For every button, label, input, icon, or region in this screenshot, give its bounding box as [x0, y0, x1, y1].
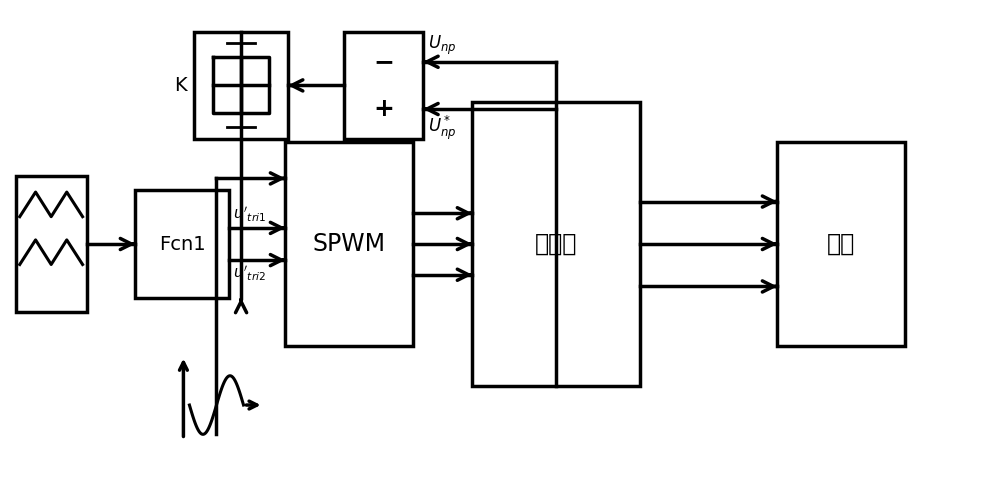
Text: 负载: 负载: [828, 232, 855, 256]
Text: SPWM: SPWM: [313, 232, 386, 256]
Text: $U^*_{np}$: $U^*_{np}$: [428, 114, 457, 142]
Text: Fcn1: Fcn1: [158, 235, 206, 253]
Bar: [16, 176, 87, 312]
Bar: [777, 142, 905, 346]
Bar: [285, 142, 413, 346]
Text: +: +: [373, 97, 395, 121]
Bar: [344, 32, 423, 139]
Text: $u'_{tri1}$: $u'_{tri1}$: [233, 204, 266, 224]
Bar: [195, 32, 288, 139]
Text: $U_{np}$: $U_{np}$: [428, 34, 457, 57]
Text: 逆变器: 逆变器: [534, 232, 578, 256]
Bar: [472, 102, 640, 386]
Text: −: −: [373, 50, 395, 74]
Bar: [136, 190, 229, 298]
Text: $u'_{tri2}$: $u'_{tri2}$: [233, 264, 266, 284]
Text: K: K: [174, 76, 186, 95]
